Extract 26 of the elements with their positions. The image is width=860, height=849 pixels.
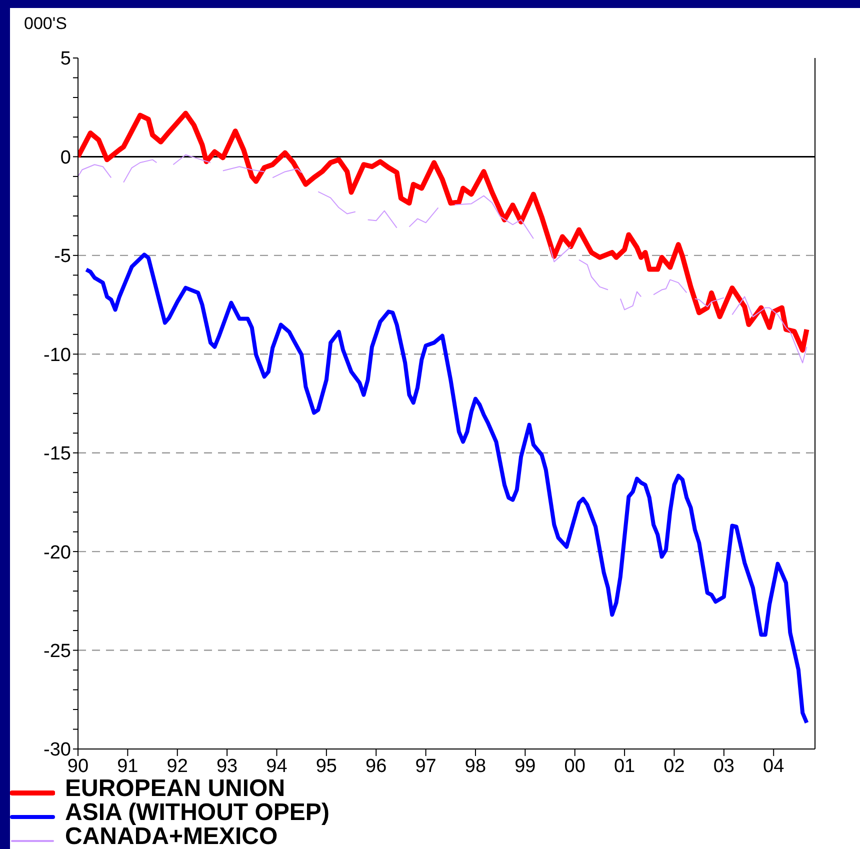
- x-tick-label: 95: [316, 756, 337, 777]
- x-tick-label: 91: [117, 756, 138, 777]
- y-tick-label: -25: [44, 641, 71, 662]
- line-series: [84, 252, 809, 725]
- x-tick-label: 04: [763, 756, 785, 777]
- legend-label: EUROPEAN UNION: [65, 775, 286, 802]
- x-tick-label: 90: [67, 756, 89, 777]
- x-tick-label: 02: [664, 756, 685, 777]
- x-tick-label: 98: [464, 756, 486, 777]
- x-tick-label: 94: [266, 756, 288, 777]
- x-tick-label: 01: [614, 756, 636, 777]
- legend-label: ASIA (WITHOUT OPEP): [65, 799, 330, 826]
- y-tick-label: -10: [44, 344, 71, 366]
- y-tick-label: -15: [44, 444, 71, 465]
- x-tick-label: 03: [713, 756, 734, 777]
- y-tick-label: -20: [44, 542, 71, 564]
- x-tick-label: 96: [366, 756, 387, 777]
- y-tick-label: 0: [60, 147, 71, 168]
- y-tick-label: 5: [60, 48, 71, 70]
- x-tick-label: 93: [216, 756, 238, 777]
- y-tick-label: -5: [54, 246, 71, 268]
- y-axis-title: 000'S: [24, 14, 67, 34]
- x-tick-label: 97: [415, 756, 436, 777]
- x-tick-label: 00: [564, 756, 586, 777]
- x-tick-label: 99: [514, 756, 536, 777]
- x-tick-label: 92: [166, 756, 188, 777]
